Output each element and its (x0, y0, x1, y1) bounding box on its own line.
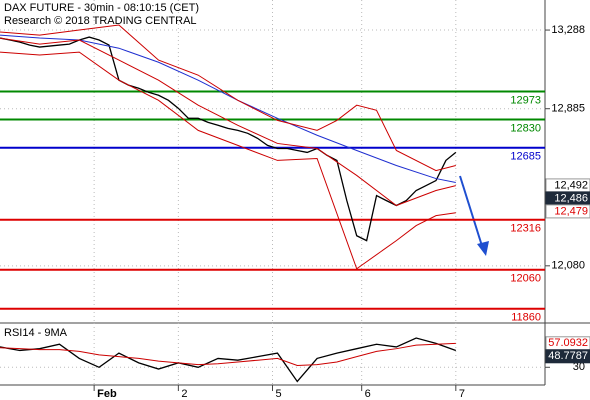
x-tick-label: 7 (459, 388, 465, 400)
series-line (0, 36, 457, 242)
level-label: 12685 (510, 151, 541, 163)
x-tick-label: 6 (365, 388, 371, 400)
y-tick-label: 13,288 (551, 24, 585, 36)
chart-subtitle: Research © 2018 TRADING CENTRAL (4, 15, 197, 27)
price-label: 12,479 (554, 205, 588, 217)
price-label: 48.7787 (548, 350, 588, 362)
y-tick-label: 12,885 (551, 103, 585, 115)
price-label-box (545, 349, 590, 364)
rsi-title: RSI14 - 9MA (4, 327, 68, 339)
level-label: 12830 (510, 122, 541, 134)
y-tick-label: 12,080 (551, 260, 585, 272)
series-line (0, 337, 457, 383)
price-label: 57.0932 (548, 337, 588, 349)
y-tick-label: 30 (573, 361, 585, 373)
level-label: 12973 (510, 94, 541, 106)
series-line (0, 37, 456, 207)
series-line (0, 342, 456, 367)
series-line (0, 51, 456, 270)
level-label: 12060 (510, 273, 541, 285)
x-tick-label: 2 (181, 388, 187, 400)
chart-title: DAX FUTURE - 30min - 08:10:15 (CET) (4, 2, 199, 14)
price-label: 12,486 (554, 192, 588, 204)
price-label-box (545, 204, 590, 219)
series-line (0, 24, 456, 172)
forecast-arrowhead (477, 241, 489, 256)
x-tick-label: Feb (97, 388, 117, 400)
price-label: 12,492 (554, 179, 588, 191)
level-label: 11860 (511, 312, 541, 324)
x-tick-label: 5 (276, 388, 282, 400)
forecast-arrow (459, 175, 483, 247)
level-label: 12316 (510, 223, 541, 235)
